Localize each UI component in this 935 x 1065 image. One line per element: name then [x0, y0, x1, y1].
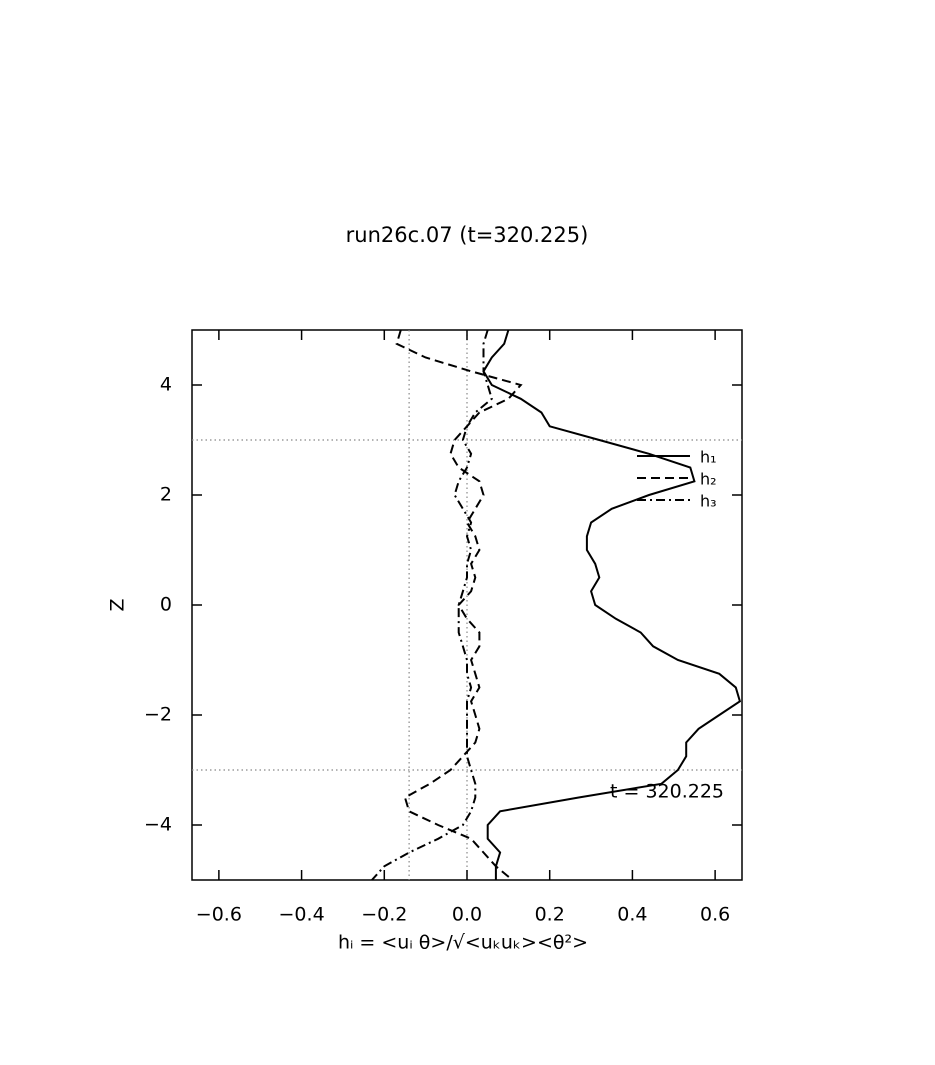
y-tick-label: 0	[160, 594, 172, 616]
series-line	[482, 329, 742, 880]
y-tick-label: 4	[160, 374, 172, 396]
x-tick-label: −0.6	[196, 904, 242, 926]
x-tick-label: 0.6	[700, 904, 730, 926]
y-axis-label: Z	[107, 598, 129, 611]
x-tick-label: 0.4	[617, 904, 647, 926]
x-tick-label: 0.0	[452, 904, 482, 926]
chart-title: run26c.07 (t=320.225)	[346, 223, 589, 247]
series-line	[395, 329, 523, 881]
x-tick-label: −0.4	[279, 904, 325, 926]
series-line	[371, 329, 493, 881]
x-axis-label: hᵢ = <uᵢ θ>/√<uₖuₖ><θ²>	[338, 932, 588, 954]
y-tick-label: −2	[144, 704, 172, 726]
legend-label: h₃	[700, 492, 717, 511]
x-tick-label: 0.2	[535, 904, 565, 926]
y-tick-label: −4	[144, 814, 172, 836]
y-tick-label: 2	[160, 484, 172, 506]
legend-label: h₂	[700, 470, 717, 489]
annotation: t = 320.225	[610, 781, 724, 803]
x-tick-label: −0.2	[361, 904, 407, 926]
legend-label: h₁	[700, 448, 717, 467]
